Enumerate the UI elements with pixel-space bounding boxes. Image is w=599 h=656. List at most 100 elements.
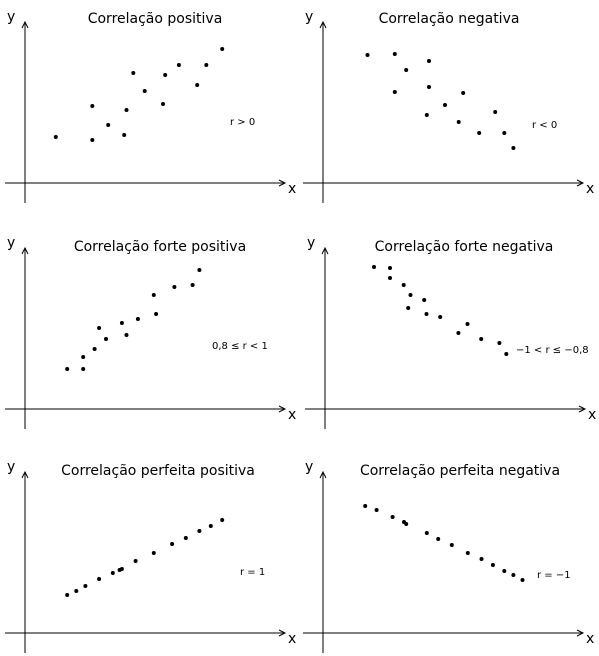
correlation-annotation: r = −1 (537, 570, 571, 581)
chart-panel-3: x y Correlação forte positiva 0,8 ≤ r < 1 (5, 235, 296, 429)
scatter-point-5 (110, 571, 115, 575)
scatter-point-12 (479, 337, 484, 341)
scatter-point-8 (424, 312, 429, 316)
scatter-point-12 (208, 524, 213, 528)
x-axis-arrow (278, 405, 287, 413)
scatter-point-14 (504, 352, 509, 356)
y-axis-arrow (319, 470, 327, 479)
scatter-point-10 (490, 563, 495, 567)
scatter-point-14 (220, 47, 225, 51)
x-axis-label: x (588, 407, 596, 423)
scatter-point-12 (511, 573, 516, 577)
scatter-point-4 (92, 347, 97, 351)
scatter-point-5 (424, 113, 429, 117)
y-axis-arrow (21, 20, 29, 29)
scatter-point-13 (220, 518, 225, 522)
scatter-point-5 (408, 293, 413, 297)
chart-title: Correlação forte positiva (74, 239, 246, 255)
scatter-point-1 (53, 135, 58, 139)
chart-panel-2: x y Correlação negativa r < 0 (303, 9, 594, 203)
x-axis-label: x (288, 631, 296, 647)
scatter-point-13 (404, 522, 409, 526)
scatter-point-8 (443, 103, 447, 107)
scatter-point-12 (172, 285, 177, 289)
chart-title: Correlação forte negativa (375, 239, 554, 255)
scatter-point-9 (479, 557, 484, 561)
scatter-point-13 (502, 131, 507, 135)
scatter-point-10 (163, 73, 168, 77)
scatter-point-4 (106, 123, 111, 127)
scatter-point-4 (97, 577, 102, 581)
scatter-point-3 (83, 584, 88, 588)
x-axis-arrow (576, 629, 585, 637)
scatter-point-10 (151, 293, 156, 297)
y-axis-label: y (307, 235, 315, 251)
scatter-point-9 (170, 542, 175, 546)
scatter-point-11 (502, 569, 507, 573)
y-axis-arrow (21, 470, 29, 479)
scatter-point-7 (133, 559, 138, 563)
scatter-point-14 (119, 567, 124, 571)
scatter-point-2 (74, 589, 79, 593)
scatter-point-8 (142, 89, 147, 93)
scatter-point-6 (406, 306, 411, 310)
chart-title: Correlação positiva (88, 11, 223, 27)
scatter-point-1 (65, 593, 70, 597)
scatter-point-9 (161, 102, 165, 106)
scatter-point-12 (195, 83, 200, 87)
scatter-point-10 (461, 91, 466, 95)
chart-title: Correlação negativa (379, 11, 520, 27)
scatter-point-14 (197, 268, 202, 272)
y-axis-label: y (305, 9, 313, 25)
x-axis-arrow (278, 179, 287, 187)
scatter-point-5 (424, 531, 429, 535)
chart-panel-5: x y Correlação perfeita positiva r = 1 (5, 459, 296, 653)
scatter-point-7 (119, 321, 124, 325)
chart-panel-4: x y Correlação forte negativa −1 < r ≤ −0,8 (305, 235, 596, 429)
scatter-point-14 (511, 146, 516, 150)
x-axis-label: x (586, 181, 594, 197)
scatter-point-1 (65, 367, 70, 371)
scatter-point-7 (427, 85, 431, 89)
chart-panel-6: x y Correlação perfeita negativa r = −1 (303, 459, 594, 653)
chart-title: Correlação perfeita negativa (360, 463, 560, 479)
chart-title: Correlação perfeita positiva (61, 463, 255, 479)
correlation-annotation: 0,8 ≤ r < 1 (212, 341, 268, 352)
scatter-point-9 (456, 120, 461, 124)
y-axis-arrow (321, 246, 329, 255)
scatter-point-13 (190, 283, 195, 287)
scatter-point-2 (374, 508, 379, 512)
scatter-point-2 (388, 266, 392, 270)
scatter-point-6 (436, 537, 441, 541)
y-axis-arrow (319, 20, 327, 29)
scatter-point-6 (427, 59, 431, 63)
scatter-point-11 (176, 63, 181, 67)
scatter-point-11 (197, 529, 202, 533)
y-axis-label: y (305, 459, 313, 475)
scatter-point-3 (90, 104, 95, 108)
x-axis-arrow (576, 179, 585, 187)
scatter-point-14 (520, 578, 525, 582)
scatter-point-3 (81, 355, 86, 359)
x-axis-arrow (578, 405, 587, 413)
scatter-point-7 (131, 71, 136, 75)
scatter-point-4 (404, 68, 409, 72)
scatter-point-6 (124, 108, 129, 112)
x-axis-label: x (288, 181, 296, 197)
scatter-point-11 (154, 312, 159, 316)
scatter-point-7 (422, 298, 427, 302)
scatter-point-8 (151, 551, 156, 555)
scatter-point-8 (124, 333, 129, 337)
scatter-point-1 (363, 504, 368, 508)
scatter-point-1 (365, 53, 370, 57)
scatter-point-9 (438, 315, 443, 319)
y-axis-label: y (7, 459, 15, 475)
scatter-point-4 (401, 283, 406, 287)
scatter-point-12 (493, 110, 498, 114)
scatter-point-2 (81, 367, 86, 371)
scatter-point-3 (388, 276, 392, 280)
scatter-point-10 (456, 331, 461, 335)
y-axis-label: y (7, 9, 15, 25)
